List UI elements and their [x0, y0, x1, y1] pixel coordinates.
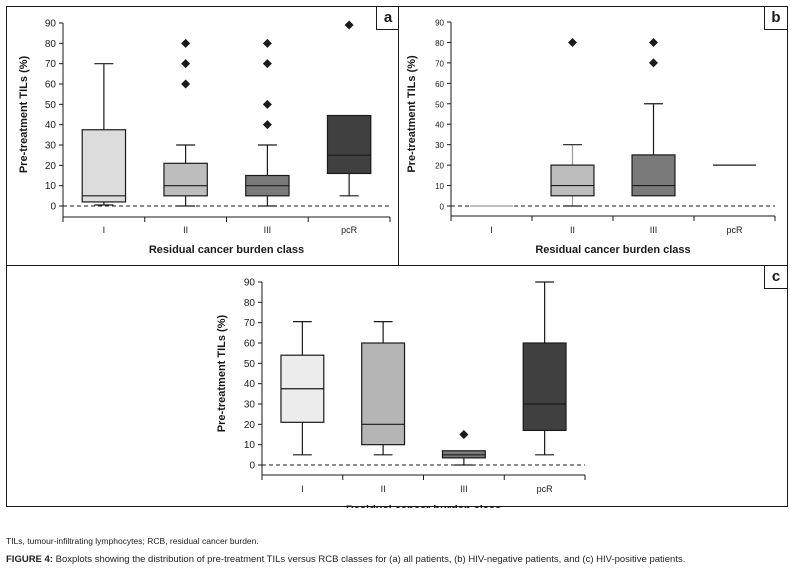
y-tick-label: 60 — [45, 80, 57, 91]
y-tick-label: 20 — [45, 161, 57, 172]
box-II — [163, 38, 208, 207]
panel-label-b: b — [764, 7, 787, 30]
y-tick-label: 30 — [435, 141, 444, 150]
y-tick-label: 0 — [50, 202, 56, 213]
box-III — [441, 430, 486, 466]
y-tick-label: 70 — [435, 59, 444, 68]
y-axis-title: Pre-treatment TILs (%) — [406, 55, 418, 173]
x-axis-title: Residual cancer burden class — [535, 244, 690, 256]
outlier-point — [181, 79, 191, 89]
x-tick-label: pcR — [341, 225, 358, 235]
y-tick-label: 30 — [244, 400, 256, 411]
x-tick-label: I — [103, 225, 106, 235]
x-tick-label: III — [460, 484, 468, 494]
y-tick-label: 0 — [440, 203, 445, 212]
box-pcR — [326, 20, 372, 197]
box-iqr — [326, 114, 372, 175]
box-I — [280, 321, 325, 456]
x-tick-label: pcR — [537, 484, 554, 494]
box-iqr — [163, 162, 208, 197]
box-II — [361, 321, 406, 456]
y-tick-label: 90 — [45, 19, 57, 30]
y-tick-label: 40 — [45, 120, 57, 131]
x-tick-label: pcR — [726, 225, 743, 235]
y-tick-label: 40 — [435, 121, 444, 130]
x-tick-label: I — [301, 484, 304, 494]
box-pcR — [522, 281, 567, 456]
x-axis-title: Residual cancer burden class — [346, 504, 501, 508]
outlier-point — [344, 20, 354, 30]
outlier-point — [181, 38, 191, 48]
y-tick-label: 50 — [45, 100, 57, 111]
panel-b: 0 10 20 30 40 50 60 70 80 90 I II III pcR Residual can… — [398, 6, 788, 266]
y-tick-label: 80 — [45, 39, 57, 50]
y-tick-label: 30 — [45, 141, 57, 152]
y-tick-label: 50 — [244, 359, 256, 370]
box-III — [245, 38, 290, 207]
y-tick-label: 50 — [435, 100, 444, 109]
figure-caption: FIGURE 4: Boxplots showing the distribut… — [6, 554, 685, 565]
outlier-point — [459, 430, 469, 439]
outlier-point — [262, 99, 272, 109]
box-I — [81, 63, 127, 206]
x-tick-label: III — [650, 225, 658, 235]
x-tick-label: II — [183, 225, 188, 235]
figure-caption-label: FIGURE 4: — [6, 554, 53, 565]
y-tick-label: 60 — [435, 80, 444, 89]
box-iqr — [81, 129, 127, 203]
y-tick-label: 80 — [244, 298, 256, 309]
outlier-point — [568, 37, 577, 47]
box-iqr — [631, 154, 676, 197]
y-tick-label: 80 — [435, 39, 444, 48]
y-axis-title: Pre-treatment TILs (%) — [216, 314, 228, 432]
outlier-point — [649, 37, 658, 47]
y-tick-label: 10 — [45, 181, 57, 192]
figure-caption-text: Boxplots showing the distribution of pre… — [52, 554, 686, 565]
panel-a: 0 10 20 30 40 50 60 70 80 90 I II III pcR Residual can… — [6, 6, 400, 266]
outlier-point — [262, 38, 272, 48]
box-iqr — [522, 342, 567, 432]
y-tick-label: 20 — [435, 162, 444, 171]
box-III — [631, 37, 676, 197]
y-tick-label: 60 — [244, 339, 256, 350]
figure-footnote: TILs, tumour-infiltrating lymphocytes; R… — [6, 536, 259, 546]
outlier-point — [262, 59, 272, 69]
y-tick-label: 90 — [244, 278, 256, 289]
x-tick-label: III — [264, 225, 272, 235]
y-tick-label: 90 — [435, 19, 444, 28]
outlier-point — [181, 59, 191, 69]
x-tick-label: II — [570, 225, 575, 235]
box-iqr — [361, 342, 406, 446]
y-tick-label: 40 — [244, 379, 256, 390]
y-tick-label: 0 — [249, 461, 255, 472]
outlier-point — [649, 58, 658, 68]
y-tick-label: 10 — [244, 440, 256, 451]
y-tick-label: 20 — [244, 420, 256, 431]
x-tick-label: II — [381, 484, 386, 494]
y-axis-title: Pre-treatment TILs (%) — [18, 55, 30, 173]
y-tick-label: 70 — [244, 318, 256, 329]
x-tick-label: I — [490, 225, 493, 235]
panel-label-a: a — [376, 7, 399, 30]
y-tick-label: 10 — [435, 182, 444, 191]
box-II — [550, 37, 595, 207]
y-tick-label: 70 — [45, 59, 57, 70]
x-axis-title: Residual cancer burden class — [149, 244, 304, 256]
box-iqr — [550, 164, 595, 197]
outlier-point — [262, 120, 272, 130]
panel-label-c: c — [764, 266, 787, 289]
